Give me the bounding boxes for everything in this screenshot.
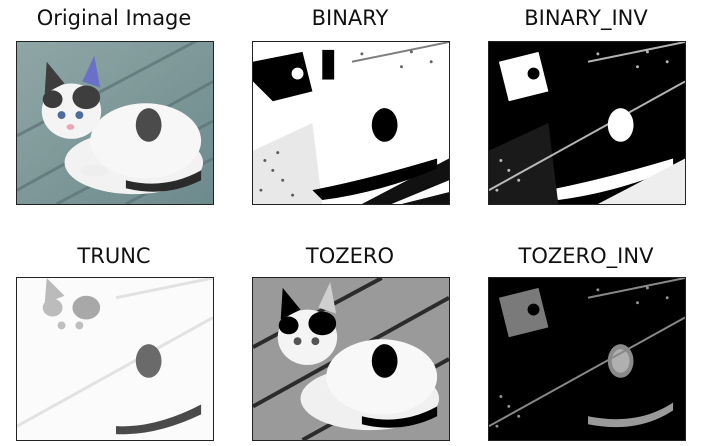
image-binary	[252, 41, 450, 205]
panel-title: BINARY	[311, 6, 389, 30]
image-tozero	[252, 277, 450, 441]
panel-title: TOZERO_INV	[518, 244, 654, 268]
image-original	[16, 41, 214, 205]
panel-title: TRUNC	[77, 244, 151, 268]
image-tozero-inv	[488, 277, 686, 441]
panel-title: Original Image	[36, 6, 192, 30]
image-trunc	[16, 277, 214, 441]
panel-title: BINARY_INV	[524, 6, 648, 30]
image-binary-inv	[488, 41, 686, 205]
panel-title: TOZERO	[305, 244, 395, 268]
